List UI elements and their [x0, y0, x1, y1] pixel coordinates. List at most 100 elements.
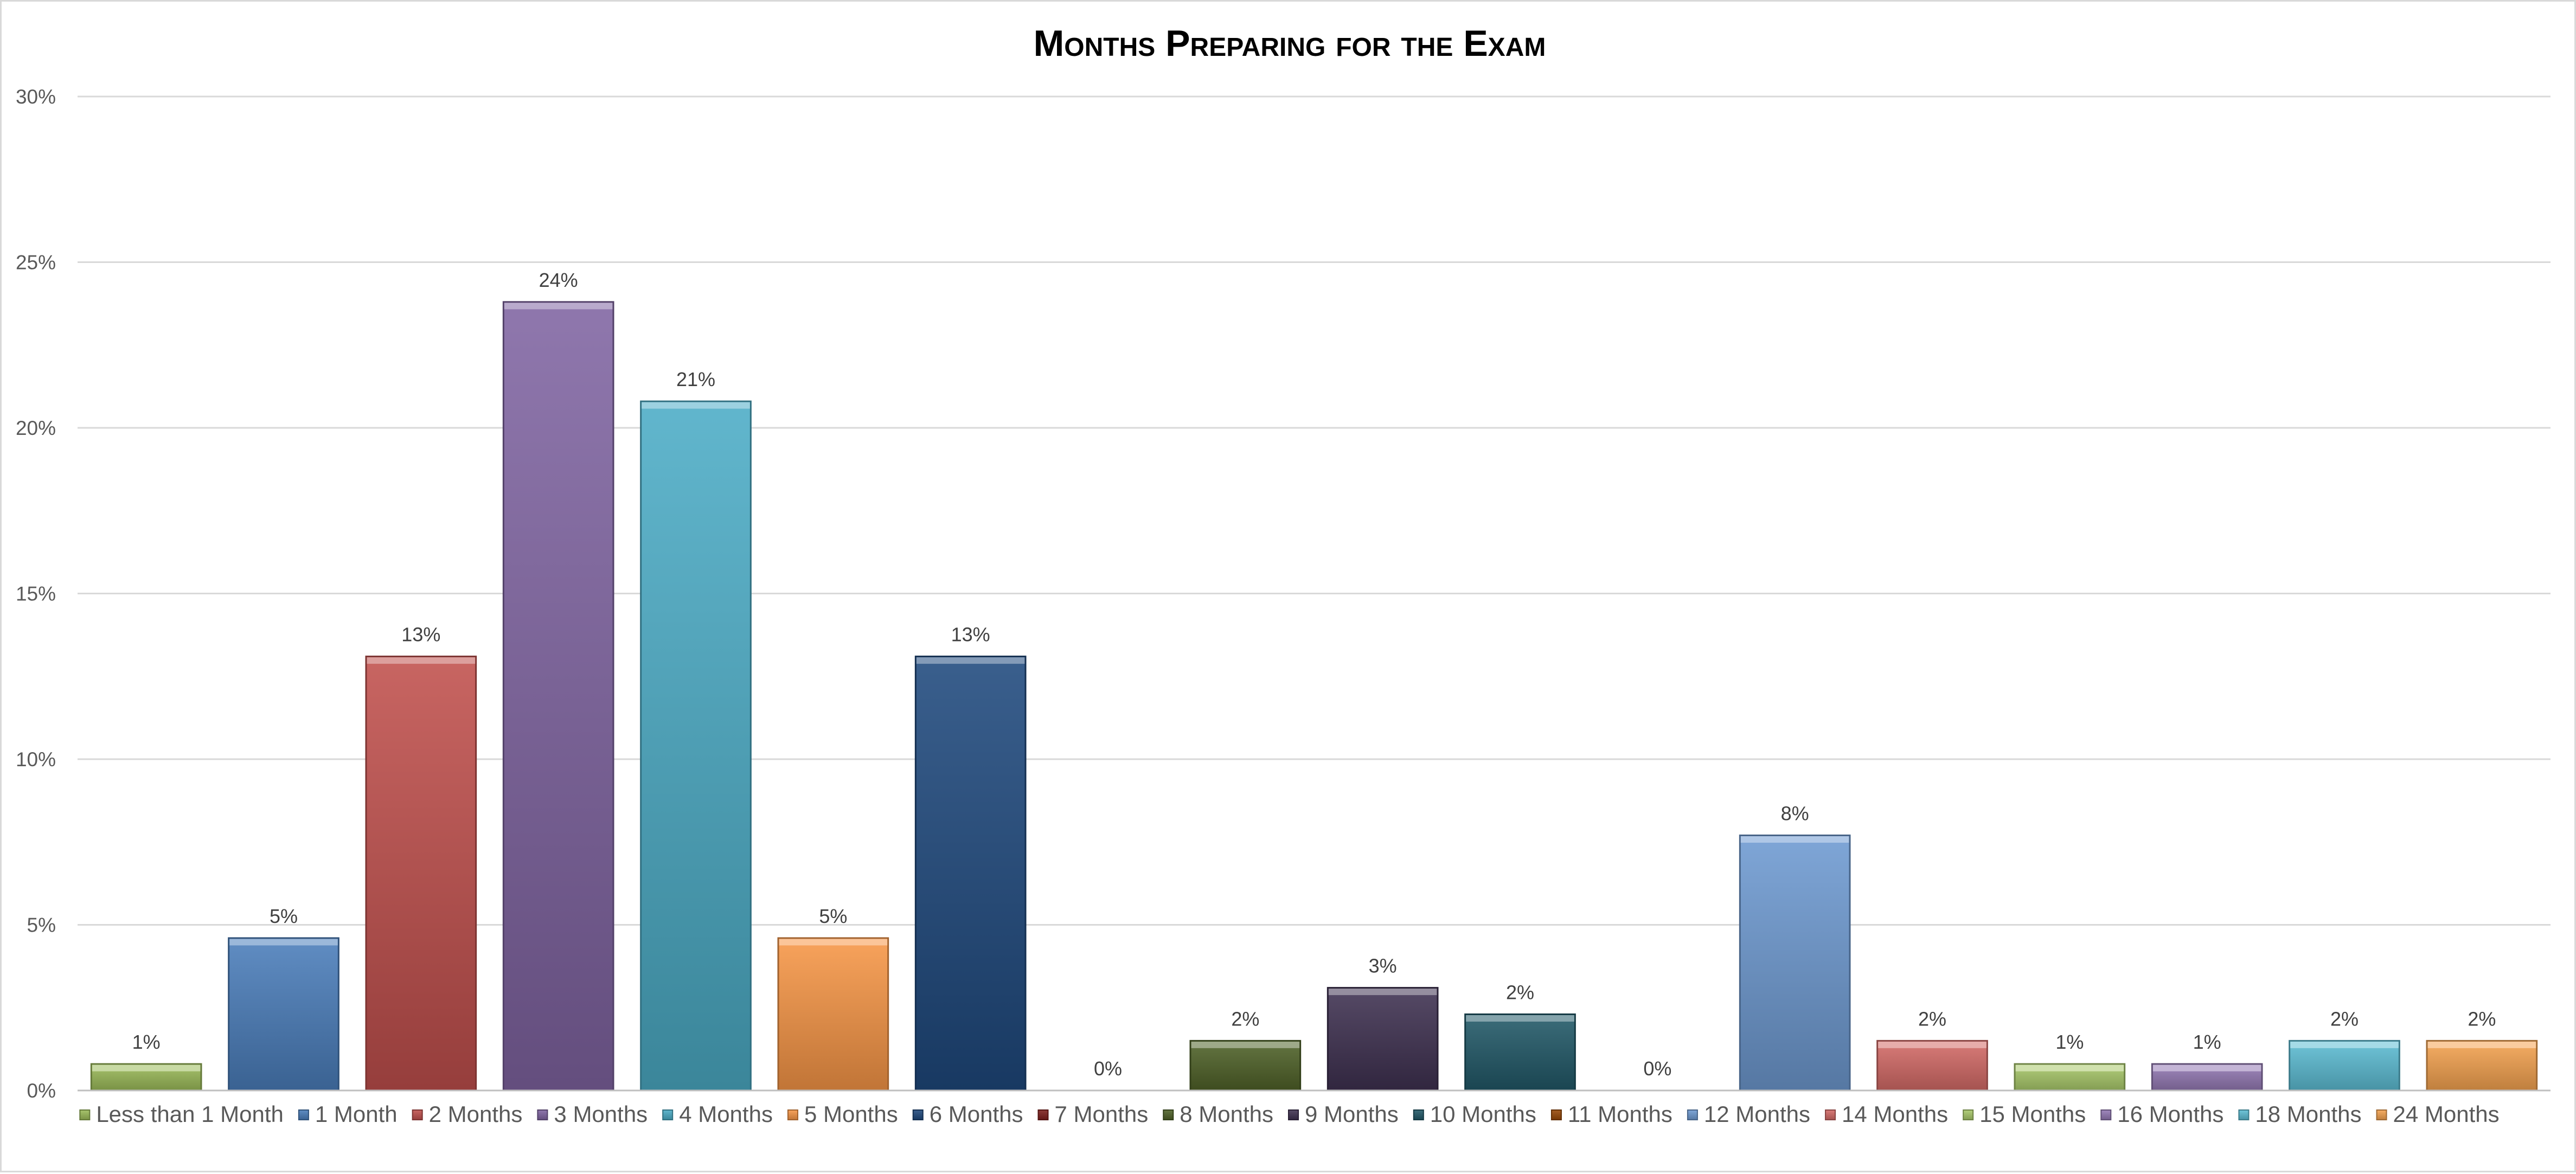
y-tick-label: 0% [27, 1080, 56, 1102]
bar-bevel [916, 657, 1025, 664]
data-labels: 1% 5% 13% 24% 21% 5% 13% 0% 2% 3% 2% 0% 8% 2% 1% 1% 2% 2% [132, 269, 2496, 1080]
legend-label: 3 Months [554, 1101, 648, 1127]
legend-label: 11 Months [1568, 1101, 1673, 1127]
legend-item: 11 Months [1550, 1101, 1673, 1127]
legend-label: 24 Months [2393, 1101, 2500, 1127]
bar-bevel [92, 1064, 201, 1072]
bar-bevel [1191, 1041, 1300, 1048]
legend-item: 9 Months [1288, 1101, 1399, 1127]
legend-item: 4 Months [662, 1101, 773, 1127]
legend-item: 14 Months [1825, 1101, 1948, 1127]
y-tick-label: 5% [27, 914, 56, 936]
legend-label: 5 Months [804, 1101, 898, 1127]
legend-item: 10 Months [1413, 1101, 1536, 1127]
legend-swatch [1550, 1109, 1562, 1120]
bar-data-label: 1% [2055, 1031, 2084, 1053]
bar-data-label: 2% [1231, 1008, 1259, 1030]
legend-label: 6 Months [930, 1101, 1023, 1127]
legend-item: 8 Months [1163, 1101, 1273, 1127]
bar-bevel [2015, 1064, 2124, 1072]
legend-item: 18 Months [2238, 1101, 2362, 1127]
bar-data-label: 1% [132, 1031, 161, 1053]
legend-item: 1 Month [298, 1101, 398, 1127]
legend-item: 16 Months [2100, 1101, 2223, 1127]
bar-bevel [1328, 989, 1437, 996]
bar-bevel [1878, 1041, 1987, 1048]
legend-item: 3 Months [537, 1101, 648, 1127]
y-gridlines [78, 95, 2551, 926]
legend-label: 10 Months [1430, 1101, 1536, 1127]
legend-label: 15 Months [1979, 1101, 2086, 1127]
bar [640, 400, 752, 1092]
legend-swatch [1037, 1109, 1049, 1120]
bar [1464, 1013, 1576, 1092]
bar-bevel [779, 939, 888, 946]
bar [365, 656, 477, 1092]
legend-label: 12 Months [1704, 1101, 1810, 1127]
legend-item: 24 Months [2376, 1101, 2500, 1127]
bar-data-label: 5% [270, 905, 298, 927]
bar-data-label: 13% [401, 624, 440, 646]
bar [914, 656, 1027, 1092]
bar-bevel [2290, 1041, 2399, 1048]
legend-swatch [2100, 1109, 2112, 1120]
bar [1189, 1040, 1302, 1092]
legend-swatch [2376, 1109, 2387, 1120]
bar-data-label: 24% [539, 269, 578, 291]
bar-data-label: 3% [1369, 955, 1397, 977]
y-axis: 0% 5% 10% 15% 20% 25% 30% [16, 86, 56, 1102]
bar-data-label: 5% [819, 905, 847, 927]
bar-data-label: 2% [2330, 1008, 2359, 1030]
legend-label: 7 Months [1054, 1101, 1148, 1127]
bars [90, 301, 2538, 1092]
legend-swatch [1413, 1109, 1424, 1120]
bar-bevel [229, 939, 338, 946]
legend-swatch [79, 1109, 91, 1120]
y-tick-label: 10% [16, 748, 56, 771]
bar-data-label: 2% [1506, 981, 1534, 1003]
bar-bevel [504, 303, 613, 310]
legend-swatch [1163, 1109, 1174, 1120]
legend-swatch [787, 1109, 798, 1120]
bar-data-label: 8% [1781, 803, 1809, 825]
bar-data-label: 0% [1643, 1057, 1671, 1080]
legend-item: 15 Months [1963, 1101, 2086, 1127]
bar-bevel [367, 657, 476, 664]
bar-bevel [2427, 1041, 2536, 1048]
legend-item: 2 Months [412, 1101, 522, 1127]
bar [1327, 987, 1439, 1092]
y-tick-label: 20% [16, 417, 56, 439]
bar [1876, 1040, 1988, 1092]
legend-label: Less than 1 Month [96, 1101, 284, 1127]
bar-data-label: 21% [676, 368, 715, 390]
legend-swatch [2238, 1109, 2250, 1120]
bar-bevel [642, 402, 750, 409]
bar-bevel [1466, 1015, 1574, 1022]
bar [777, 937, 889, 1092]
legend-label: 18 Months [2255, 1101, 2361, 1127]
legend: Less than 1 Month 1 Month 2 Months 3 Months… [79, 1101, 2500, 1127]
bar-bevel [2152, 1064, 2261, 1072]
legend-item: 5 Months [787, 1101, 898, 1127]
bar [2426, 1040, 2538, 1092]
bar-data-label: 1% [2193, 1031, 2221, 1053]
y-tick-label: 25% [16, 252, 56, 274]
bar [228, 937, 339, 1092]
legend-item: 7 Months [1037, 1101, 1148, 1127]
legend-swatch [298, 1109, 309, 1120]
legend-swatch [662, 1109, 674, 1120]
legend-item: Less than 1 Month [79, 1101, 284, 1127]
bar [1739, 835, 1851, 1092]
legend-item: 6 Months [912, 1101, 1023, 1127]
legend-item: 12 Months [1687, 1101, 1810, 1127]
bar-data-label: 13% [951, 624, 990, 646]
legend-swatch [1825, 1109, 1836, 1120]
legend-swatch [1963, 1109, 1974, 1120]
legend-label: 14 Months [1842, 1101, 1948, 1127]
legend-swatch [912, 1109, 924, 1120]
bar-data-label: 2% [1918, 1008, 1946, 1030]
legend-label: 16 Months [2117, 1101, 2223, 1127]
bar-data-label: 2% [2468, 1008, 2496, 1030]
